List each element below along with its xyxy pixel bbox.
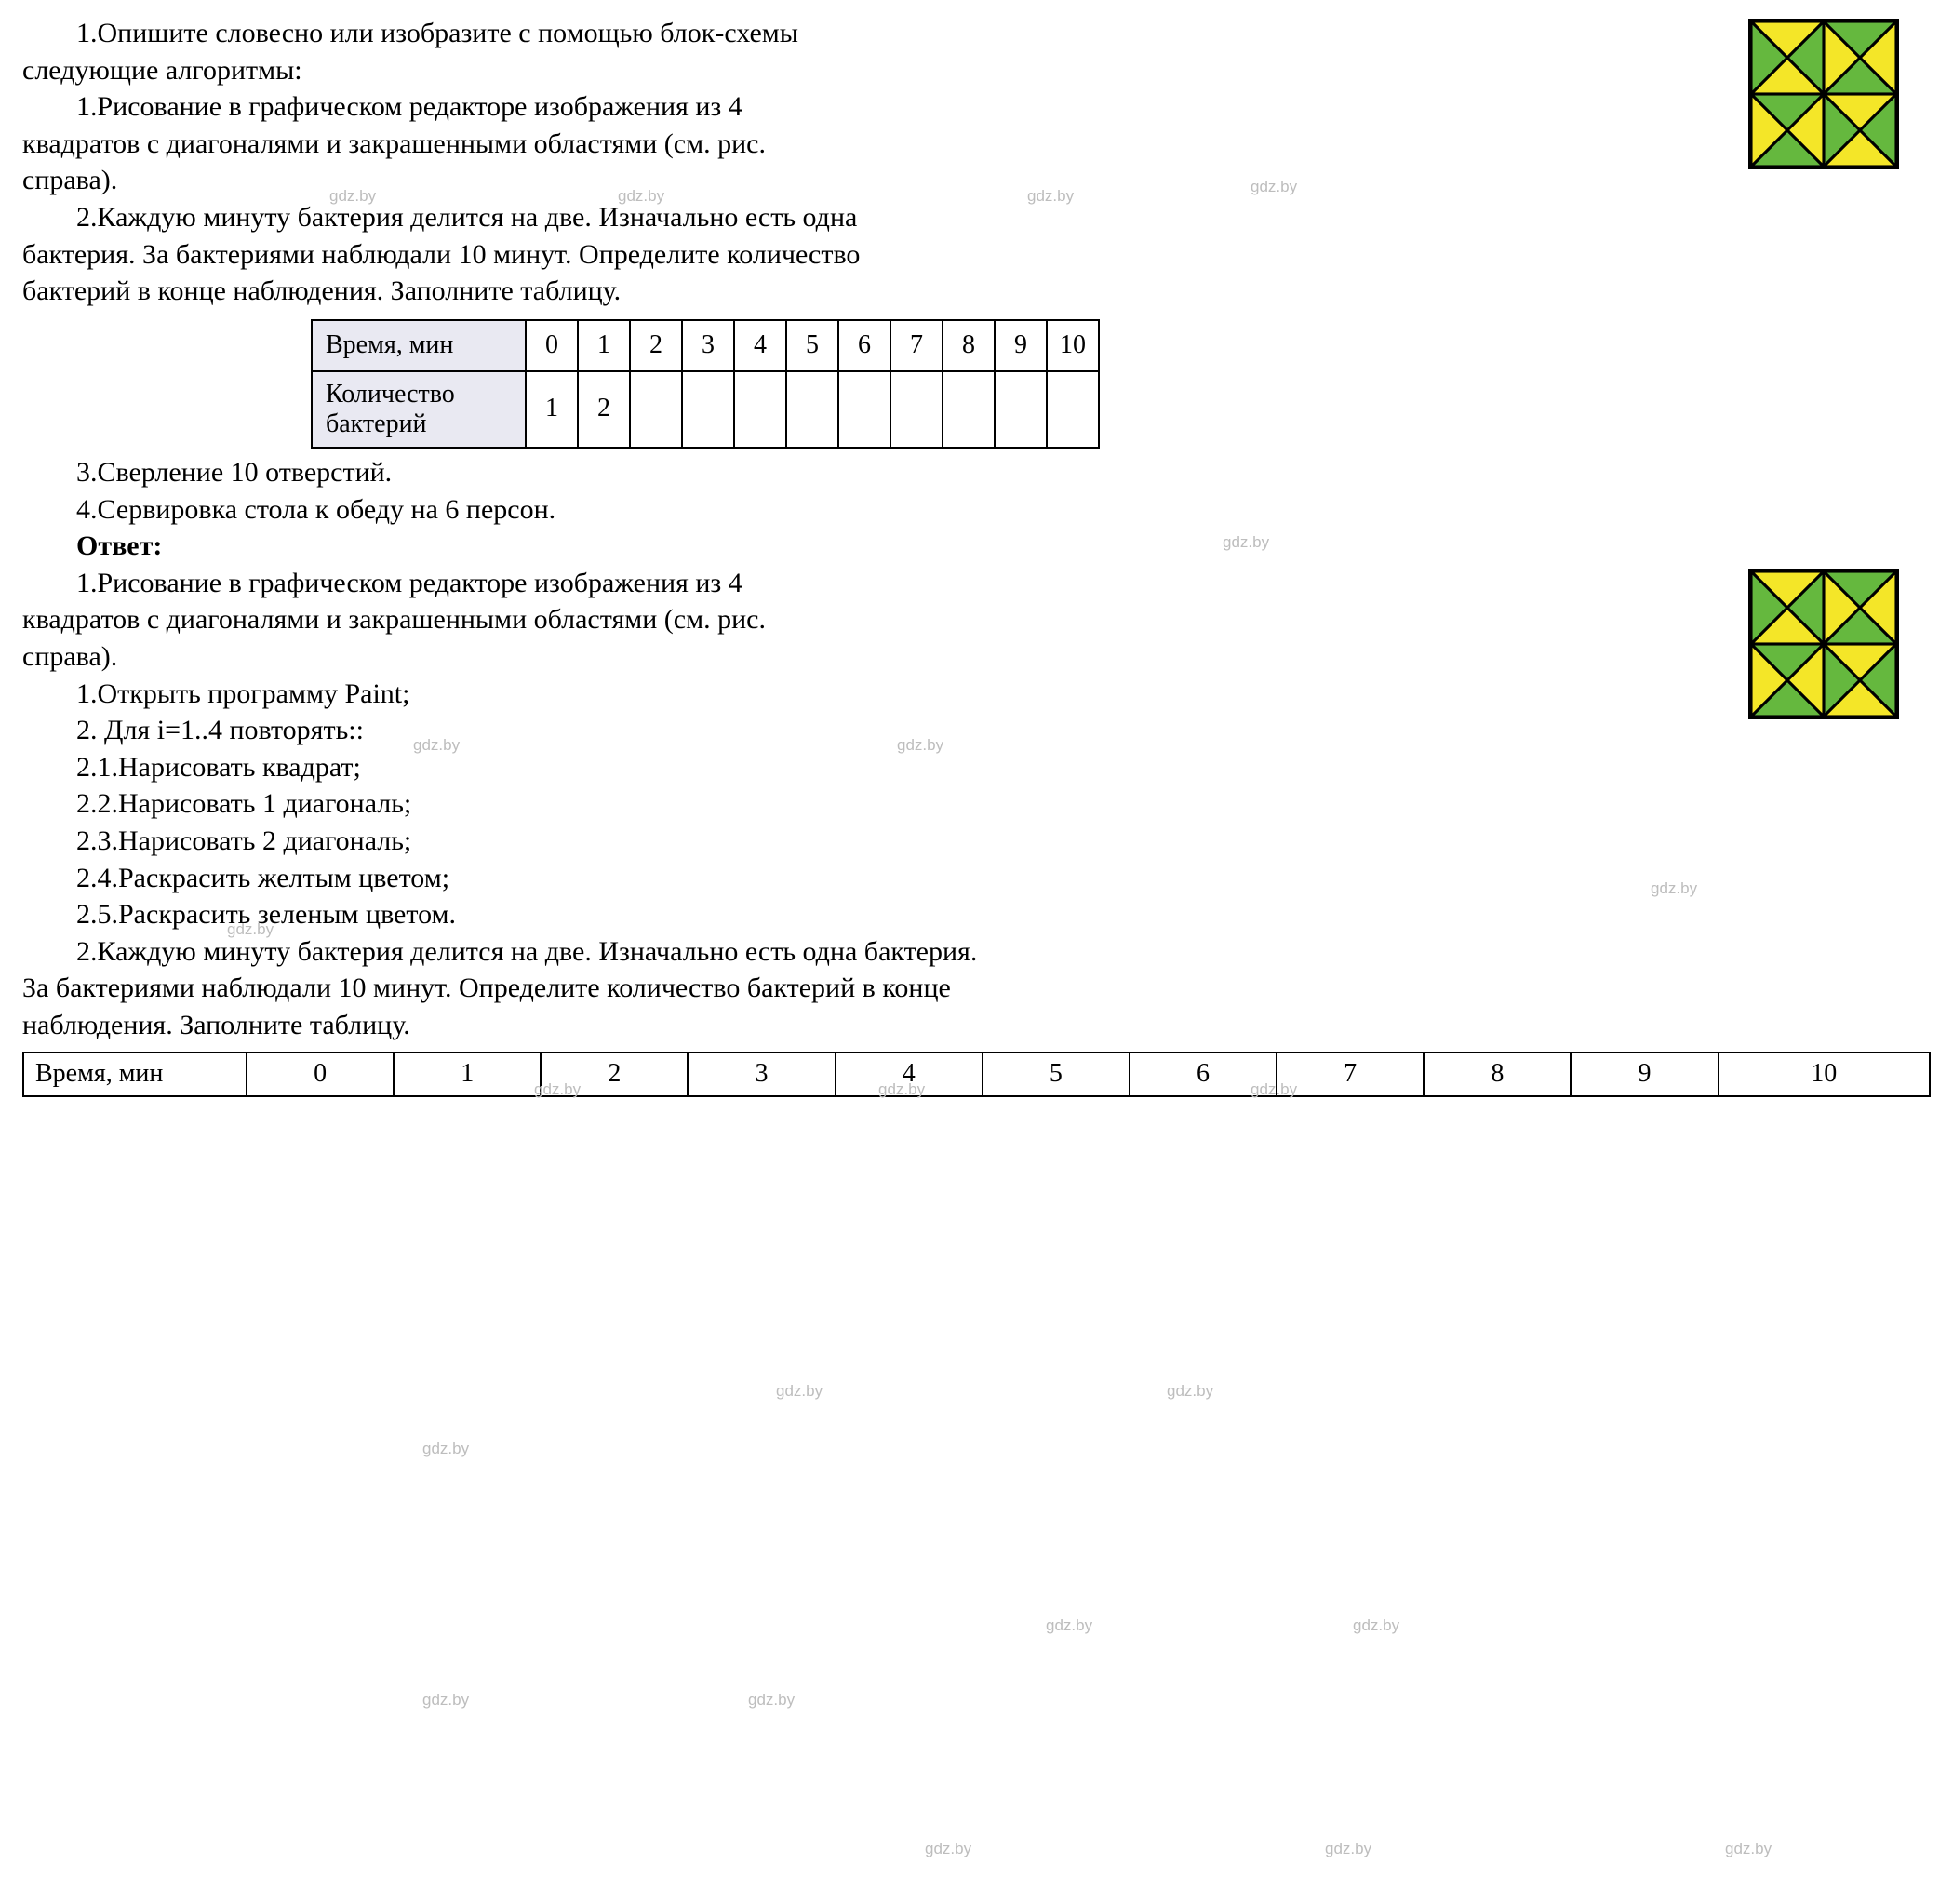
watermark: gdz.by <box>925 1839 971 1859</box>
table-cell: 8 <box>1424 1053 1571 1096</box>
task-sub3: 3.Сверление 10 отверстий. <box>22 454 1931 491</box>
watermark: gdz.by <box>422 1439 469 1459</box>
figure-cell <box>1824 94 1896 167</box>
figure-quad-1 <box>1748 19 1899 169</box>
table-cell: 5 <box>983 1053 1130 1096</box>
table-cell <box>1047 371 1099 448</box>
table-cell: 7 <box>890 320 943 371</box>
table-cell: 4 <box>836 1053 983 1096</box>
watermark: gdz.by <box>1167 1381 1213 1401</box>
answer-step-2: 2. Для i=1..4 повторять:: <box>22 712 1931 749</box>
task-sub4: 4.Сервировка стола к обеду на 6 персон. <box>22 491 1931 529</box>
figure-cell <box>1751 644 1824 717</box>
answer-p1-a: 1.Рисование в графическом редакторе изоб… <box>22 565 1931 602</box>
table-cell <box>890 371 943 448</box>
table-cell: 7 <box>1277 1053 1424 1096</box>
table-cell: 3 <box>682 320 734 371</box>
answer-step-24: 2.4.Раскрасить желтым цветом; <box>22 860 1931 897</box>
table-row: Время, мин 0 1 2 3 4 5 6 7 8 9 10 <box>23 1053 1930 1096</box>
table-cell <box>682 371 734 448</box>
bacteria-table-answer: Время, мин 0 1 2 3 4 5 6 7 8 9 10 <box>22 1052 1931 1097</box>
label-part: Количество <box>326 380 455 409</box>
table-cell: 3 <box>688 1053 835 1096</box>
table-cell: 9 <box>1571 1053 1718 1096</box>
figure-cell <box>1751 571 1824 644</box>
table-cell <box>995 371 1047 448</box>
watermark: gdz.by <box>776 1381 823 1401</box>
task-line-1: 1.Опишите словесно или изобразите с помо… <box>22 15 1931 52</box>
table-cell <box>786 371 838 448</box>
table-cell: 4 <box>734 320 786 371</box>
watermark: gdz.by <box>748 1690 795 1710</box>
answer-p1-c: справа). <box>22 638 1931 676</box>
figure-cell <box>1751 21 1824 94</box>
table-row: Время, мин 0 1 2 3 4 5 6 7 8 9 10 <box>312 320 1099 371</box>
answer-heading: Ответ: <box>22 528 1931 565</box>
bacteria-table-task: Время, мин 0 1 2 3 4 5 6 7 8 9 10 Количе… <box>311 319 1100 449</box>
figure-cell <box>1824 644 1896 717</box>
task-block: 1.Опишите словесно или изобразите с помо… <box>22 15 1931 199</box>
answer-step-25: 2.5.Раскрасить зеленым цветом. <box>22 896 1931 933</box>
table-rowheader-time: Время, мин <box>312 320 526 371</box>
answer-p2-b: За бактериями наблюдали 10 минут. Опреде… <box>22 970 1931 1007</box>
page: gdz.bygdz.bygdz.bygdz.bygdz.bygdz.bygdz.… <box>22 15 1931 1097</box>
task-sub1-b: квадратов с диагоналями и закрашенными о… <box>22 126 1931 163</box>
watermark: gdz.by <box>1046 1616 1092 1636</box>
figure-cell <box>1824 21 1896 94</box>
task-sub1-c: справа). <box>22 162 1931 199</box>
table-cell <box>838 371 890 448</box>
watermark: gdz.by <box>1725 1839 1772 1859</box>
answer-p1-b: квадратов с диагоналями и закрашенными о… <box>22 601 1931 638</box>
answer-step-22: 2.2.Нарисовать 1 диагональ; <box>22 785 1931 823</box>
table-cell <box>630 371 682 448</box>
figure-cell <box>1824 571 1896 644</box>
task-sub1-a: 1.Рисование в графическом редакторе изоб… <box>22 88 1931 126</box>
table-cell: 6 <box>1130 1053 1277 1096</box>
table-row: Количество бактерий 1 2 <box>312 371 1099 448</box>
label-part: бактерий <box>326 409 427 438</box>
table-cell: 9 <box>995 320 1047 371</box>
watermark: gdz.by <box>422 1690 469 1710</box>
watermark: gdz.by <box>1353 1616 1399 1636</box>
table-rowheader-time: Время, мин <box>23 1053 247 1096</box>
table-cell: 1 <box>394 1053 541 1096</box>
answer-p2-a: 2.Каждую минуту бактерия делится на две.… <box>22 933 1931 971</box>
figure-quad-2 <box>1748 569 1899 719</box>
table-cell <box>734 371 786 448</box>
table-cell: 1 <box>526 371 578 448</box>
table-cell: 2 <box>541 1053 688 1096</box>
watermark: gdz.by <box>1325 1839 1371 1859</box>
task-sub2-a: 2.Каждую минуту бактерия делится на две.… <box>22 199 1931 236</box>
table-cell: 2 <box>630 320 682 371</box>
task-sub2-c: бактерий в конце наблюдения. Заполните т… <box>22 273 1931 310</box>
task-sub2-b: бактерия. За бактериями наблюдали 10 мин… <box>22 236 1931 274</box>
answer-p2-c: наблюдения. Заполните таблицу. <box>22 1007 1931 1044</box>
table-cell: 0 <box>526 320 578 371</box>
table-cell: 8 <box>943 320 995 371</box>
answer-step-1: 1.Открыть программу Paint; <box>22 676 1931 713</box>
table-cell: 10 <box>1719 1053 1930 1096</box>
figure-cell <box>1751 94 1824 167</box>
answer-step-21: 2.1.Нарисовать квадрат; <box>22 749 1931 786</box>
answer-step-23: 2.3.Нарисовать 2 диагональ; <box>22 823 1931 860</box>
table-cell <box>943 371 995 448</box>
table-cell: 2 <box>578 371 630 448</box>
table-cell: 1 <box>578 320 630 371</box>
table-rowheader-count: Количество бактерий <box>312 371 526 448</box>
answer-block: 1.Рисование в графическом редакторе изоб… <box>22 565 1931 749</box>
table-cell: 5 <box>786 320 838 371</box>
table-cell: 10 <box>1047 320 1099 371</box>
table-cell: 0 <box>247 1053 394 1096</box>
table-cell: 6 <box>838 320 890 371</box>
task-line-2: следующие алгоритмы: <box>22 52 1931 89</box>
